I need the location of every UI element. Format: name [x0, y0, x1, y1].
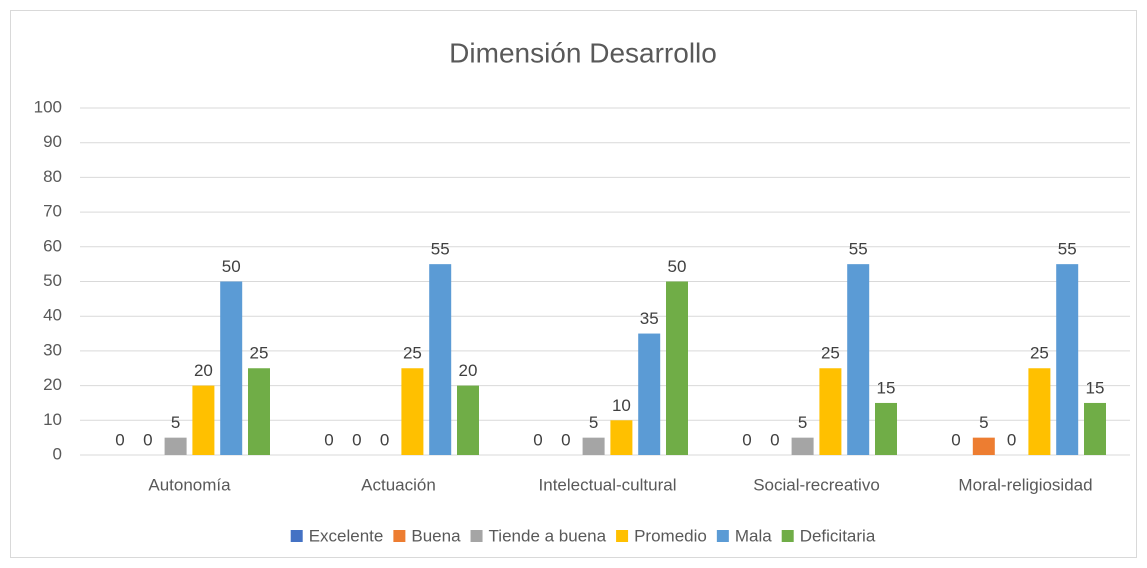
data-label: 55	[431, 240, 450, 259]
y-tick-label: 20	[43, 375, 62, 394]
bar	[819, 368, 842, 455]
bar	[582, 437, 605, 455]
bar	[164, 437, 187, 455]
data-label: 0	[742, 430, 751, 449]
bar	[429, 264, 452, 455]
legend-swatch	[716, 530, 729, 542]
bar	[1028, 368, 1051, 455]
data-label: 0	[352, 430, 361, 449]
data-label: 5	[171, 413, 180, 432]
y-tick-label: 80	[43, 167, 62, 186]
y-tick-label: 90	[43, 132, 62, 151]
chart-border	[10, 10, 1137, 558]
chart-title: Dimensión Desarrollo	[449, 37, 717, 68]
legend-swatch	[393, 530, 406, 542]
bar	[638, 333, 661, 455]
data-label: 15	[877, 378, 896, 397]
y-tick-label: 0	[53, 444, 62, 463]
data-label: 5	[589, 413, 598, 432]
legend-label: Tiende a buena	[489, 526, 607, 545]
bar	[1056, 264, 1079, 455]
x-tick-label: Actuación	[361, 475, 436, 494]
data-label: 25	[250, 344, 269, 363]
bar	[666, 281, 688, 455]
bar	[457, 385, 479, 455]
data-label: 0	[533, 430, 542, 449]
bar	[847, 264, 870, 455]
x-tick-label: Social-recreativo	[753, 475, 880, 494]
data-label: 35	[640, 309, 659, 328]
y-tick-label: 30	[43, 340, 62, 359]
data-label: 55	[1058, 240, 1077, 259]
y-tick-label: 40	[43, 306, 62, 325]
legend-label: Excelente	[309, 526, 384, 545]
legend-swatch	[616, 530, 629, 542]
data-label: 0	[115, 430, 124, 449]
y-tick-label: 70	[43, 202, 62, 221]
x-tick-label: Moral-religiosidad	[958, 475, 1092, 494]
legend-swatch	[781, 530, 794, 542]
data-label: 0	[324, 430, 333, 449]
legend-swatch	[290, 530, 303, 542]
data-label: 25	[1030, 344, 1049, 363]
legend-label: Promedio	[634, 526, 707, 545]
data-label: 0	[1007, 430, 1016, 449]
bar	[610, 420, 633, 455]
data-label: 20	[459, 361, 478, 380]
data-label: 0	[951, 430, 960, 449]
data-label: 50	[222, 257, 241, 276]
data-label: 5	[798, 413, 807, 432]
data-label: 0	[770, 430, 779, 449]
bar	[791, 437, 814, 455]
bar	[248, 368, 270, 455]
data-label: 15	[1086, 378, 1105, 397]
data-label: 5	[979, 413, 988, 432]
bar	[1084, 402, 1106, 455]
data-label: 20	[194, 361, 213, 380]
data-label: 25	[821, 344, 840, 363]
data-label: 10	[612, 396, 631, 415]
data-label: 0	[561, 430, 570, 449]
bar	[220, 281, 243, 455]
legend-label: Mala	[735, 526, 772, 545]
data-label: 50	[668, 257, 687, 276]
bar	[875, 402, 897, 455]
data-label: 25	[403, 344, 422, 363]
bar	[192, 385, 215, 455]
legend-label: Buena	[411, 526, 461, 545]
legend-swatch	[470, 530, 483, 542]
bar	[972, 437, 995, 455]
data-label: 55	[849, 240, 868, 259]
y-tick-label: 10	[43, 410, 62, 429]
legend-label: Deficitaria	[800, 526, 876, 545]
bar	[401, 368, 424, 455]
y-tick-label: 50	[43, 271, 62, 290]
data-label: 0	[380, 430, 389, 449]
data-label: 0	[143, 430, 152, 449]
y-tick-label: 100	[34, 97, 62, 116]
y-tick-label: 60	[43, 236, 62, 255]
x-tick-label: Autonomía	[148, 475, 231, 494]
x-tick-label: Intelectual-cultural	[539, 475, 677, 494]
